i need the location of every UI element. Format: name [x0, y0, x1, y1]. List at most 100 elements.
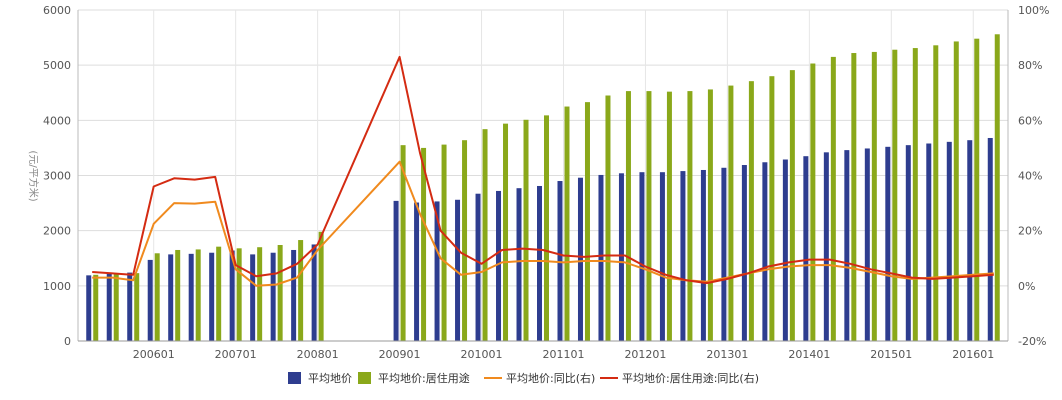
bar-residential-land-price — [113, 274, 119, 341]
bar-avg-land-price — [209, 252, 215, 341]
bar-avg-land-price — [700, 169, 706, 341]
bar-avg-land-price — [762, 162, 768, 341]
bar-residential-land-price — [175, 249, 181, 341]
y-axis-label: (元/平方米) — [27, 150, 40, 201]
bar-avg-land-price — [229, 250, 235, 341]
y-tick-label: 2000 — [43, 225, 71, 238]
bar-avg-land-price — [414, 202, 420, 341]
bar-avg-land-price — [455, 199, 461, 341]
bar-residential-land-price — [748, 81, 754, 341]
bar-residential-land-price — [236, 248, 242, 341]
bar-avg-land-price — [577, 177, 583, 341]
y2-tick-label: -20% — [1018, 335, 1046, 348]
bar-avg-land-price — [946, 141, 952, 341]
legend-label: 平均地价:居住用途:同比(右) — [622, 371, 759, 385]
bar-residential-land-price — [625, 91, 631, 341]
bar-residential-land-price — [646, 91, 652, 341]
y2-tick-label: 20% — [1018, 225, 1042, 238]
bar-avg-land-price — [680, 171, 686, 341]
legend-item: 平均地价:居住用途 — [358, 371, 470, 385]
bar-residential-land-price — [707, 89, 713, 341]
bar-avg-land-price — [250, 254, 256, 341]
bar-avg-land-price — [782, 159, 788, 341]
bar-residential-land-price — [769, 76, 775, 341]
bar-residential-land-price — [462, 140, 468, 341]
bar-avg-land-price — [557, 181, 563, 341]
bar-avg-land-price — [496, 190, 502, 341]
bar-residential-land-price — [728, 85, 734, 341]
x-tick-label: 201601 — [952, 348, 994, 361]
y-tick-label: 3000 — [43, 170, 71, 183]
bar-avg-land-price — [905, 145, 911, 341]
x-tick-label: 201101 — [542, 348, 584, 361]
bar-residential-land-price — [298, 240, 304, 341]
x-tick-label: 200801 — [297, 348, 339, 361]
bar-residential-land-price — [830, 56, 836, 342]
bar-residential-land-price — [974, 38, 980, 341]
x-tick-label: 201501 — [870, 348, 912, 361]
bar-residential-land-price — [318, 231, 324, 341]
bar-avg-land-price — [639, 172, 645, 341]
bar-avg-land-price — [618, 173, 624, 341]
bar-residential-land-price — [994, 34, 1000, 341]
bar-avg-land-price — [844, 150, 850, 341]
y-tick-label: 5000 — [43, 59, 71, 72]
bar-residential-land-price — [871, 51, 877, 341]
bar-residential-land-price — [93, 274, 99, 341]
bar-avg-land-price — [987, 137, 993, 341]
bar-residential-land-price — [421, 147, 427, 341]
bar-avg-land-price — [967, 140, 973, 341]
bar-residential-land-price — [564, 106, 570, 342]
series-line-yoy — [92, 160, 994, 287]
legend-item: 平均地价:同比(右) — [484, 371, 595, 385]
bar-residential-land-price — [892, 49, 898, 341]
bar-avg-land-price — [393, 200, 399, 341]
legend-item: 平均地价 — [288, 372, 352, 385]
bar-avg-land-price — [926, 143, 932, 341]
bar-residential-land-price — [544, 115, 549, 341]
bar-avg-land-price — [291, 249, 297, 341]
bar-avg-land-price — [147, 259, 153, 341]
line-layer — [92, 55, 994, 287]
x-tick-label: 201201 — [624, 348, 666, 361]
legend-swatch — [288, 372, 301, 384]
bar-avg-land-price — [86, 275, 92, 341]
legend-label: 平均地价 — [308, 372, 352, 385]
legend-label: 平均地价:居住用途 — [378, 371, 470, 385]
bar-avg-land-price — [741, 165, 747, 341]
bar-residential-land-price — [666, 91, 672, 341]
legend-swatch — [358, 372, 371, 384]
x-tick-label: 200901 — [379, 348, 421, 361]
axes: 0 1000 2000 3000 4000 5000 6000 -20% 0% 20% 40% 60%… — [43, 4, 1049, 361]
y2-tick-label: 0% — [1018, 280, 1035, 293]
bar-residential-land-price — [277, 245, 283, 341]
bar-residential-land-price — [400, 145, 406, 341]
bar-residential-land-price — [912, 48, 918, 341]
bar-residential-land-price — [687, 91, 693, 341]
bar-avg-land-price — [475, 193, 481, 341]
legend-label: 平均地价:同比(右) — [506, 371, 595, 385]
y2-tick-label: 100% — [1018, 4, 1049, 17]
bar-residential-land-price — [154, 253, 160, 341]
bar-avg-land-price — [434, 201, 440, 341]
x-tick-label: 200701 — [215, 348, 257, 361]
bar-residential-land-price — [503, 123, 509, 341]
bar-residential-land-price — [851, 53, 857, 341]
bar-residential-land-price — [195, 249, 201, 341]
x-tick-label: 200601 — [133, 348, 175, 361]
bar-avg-land-price — [537, 185, 542, 341]
y2-tick-label: 60% — [1018, 114, 1042, 127]
y2-tick-label: 40% — [1018, 170, 1042, 183]
bar-avg-land-price — [823, 152, 829, 341]
x-tick-label: 201001 — [461, 348, 503, 361]
bar-avg-land-price — [270, 252, 276, 341]
bar-avg-land-price — [106, 273, 112, 341]
bar-avg-land-price — [598, 174, 604, 341]
y-tick-label: 0 — [64, 335, 71, 348]
bar-residential-land-price — [482, 129, 488, 341]
bar-residential-land-price — [257, 247, 263, 341]
legend: 平均地价 平均地价:居住用途 平均地价:同比(右) 平均地价:居住用途:同比(右) — [288, 371, 759, 385]
series-line-residential-yoy — [92, 55, 994, 285]
